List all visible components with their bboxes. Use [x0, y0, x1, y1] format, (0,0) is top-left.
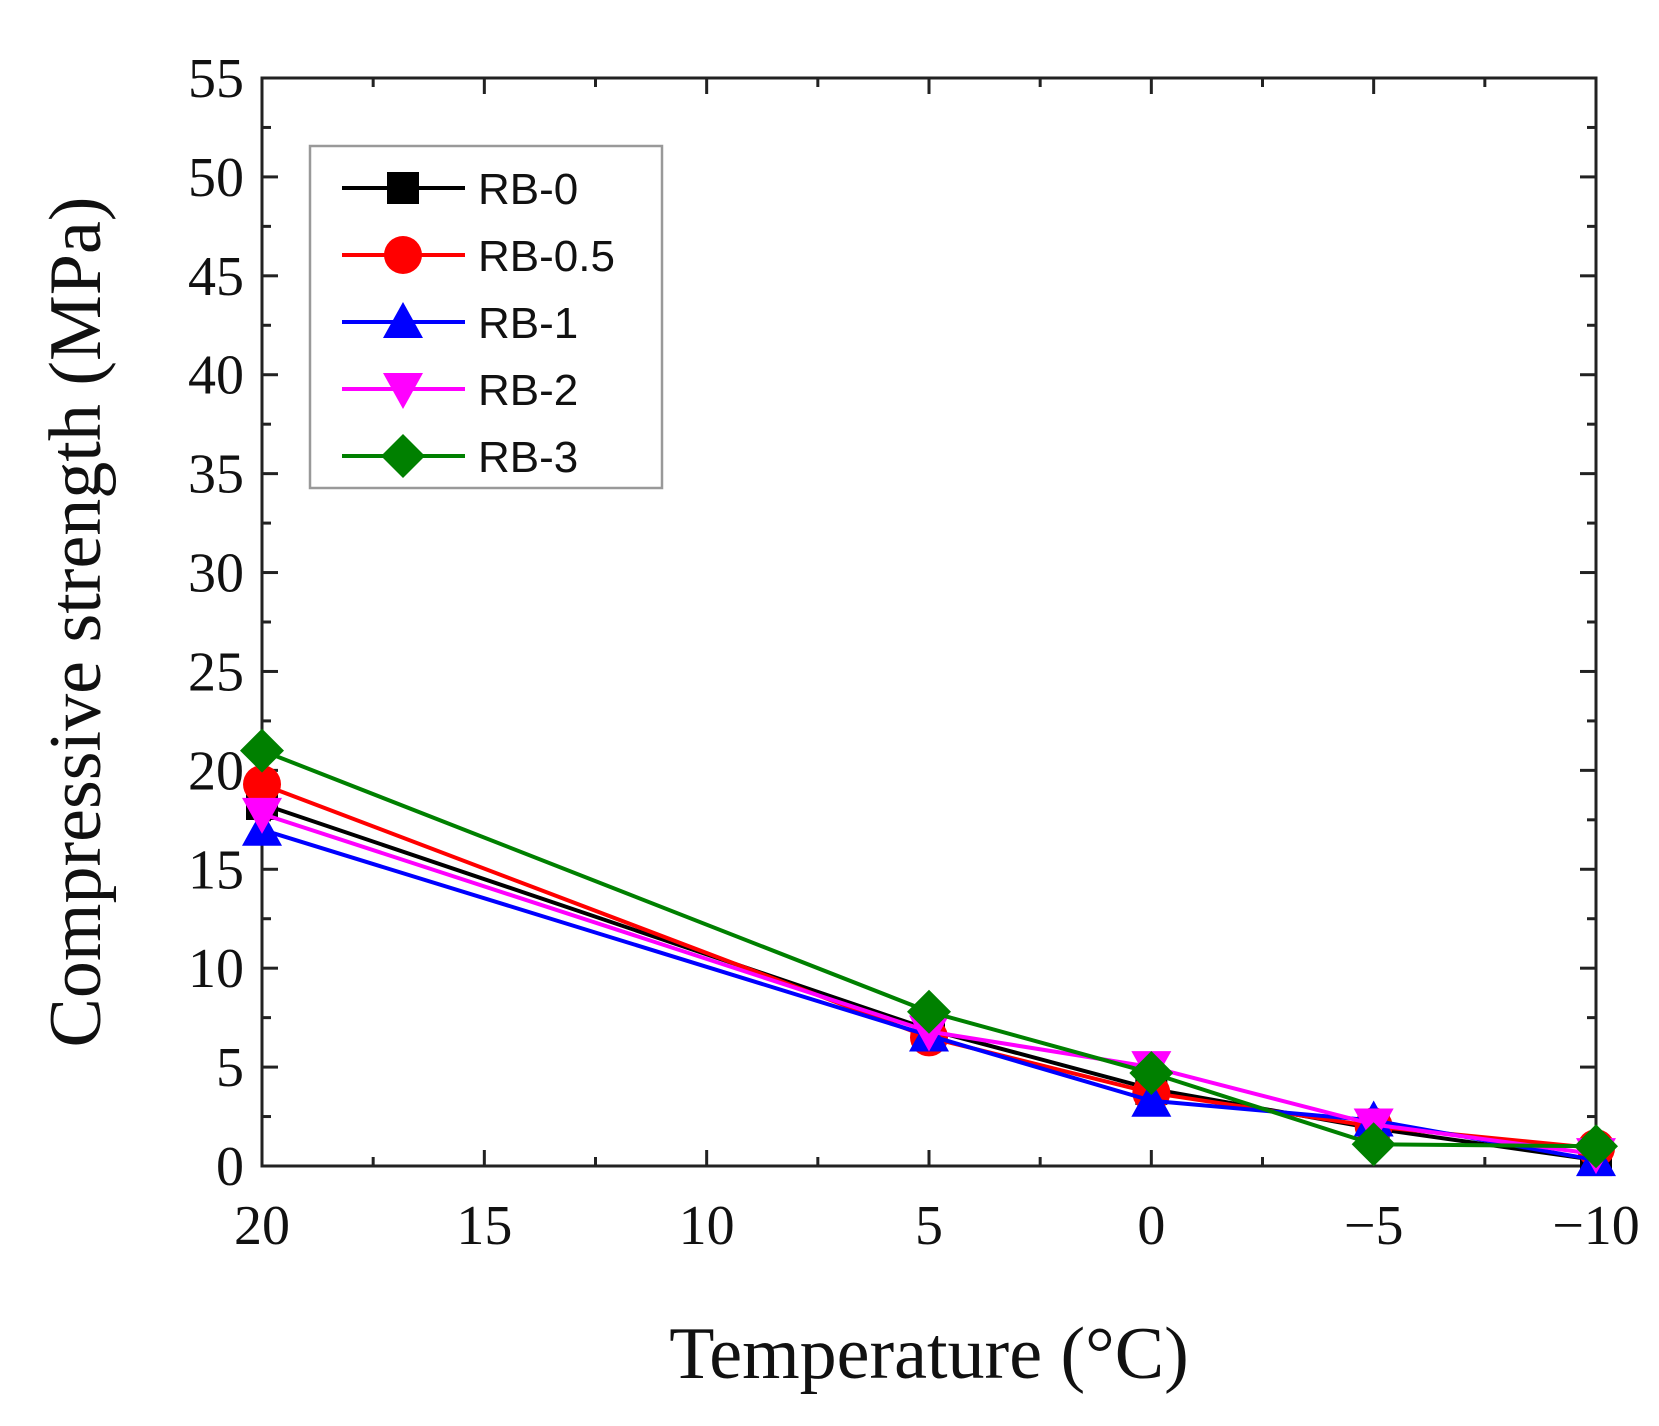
x-tick-label: −10 — [1552, 1195, 1640, 1257]
legend-item: RB-3 — [342, 433, 578, 482]
legend-label: RB-0 — [478, 165, 578, 214]
legend-box — [308, 144, 664, 490]
legend-label: RB-2 — [478, 366, 578, 415]
legend-marker — [383, 302, 423, 338]
legend-marker — [383, 373, 423, 409]
y-tick-label: 55 — [188, 48, 244, 110]
y-tick-label: 40 — [188, 345, 244, 407]
x-tick-label: 5 — [915, 1195, 943, 1257]
data-point — [243, 765, 281, 804]
legend-marker — [381, 434, 425, 478]
legend-label: RB-0.5 — [478, 232, 615, 281]
y-tick-label: 20 — [188, 740, 244, 802]
series-line — [261, 811, 1597, 1157]
data-point — [242, 797, 282, 834]
series-line — [261, 748, 1597, 1149]
x-tick-label: −5 — [1344, 1195, 1404, 1257]
data-point — [907, 989, 951, 1034]
series-group — [240, 728, 1618, 1177]
x-axis-title: Temperature (°C) — [669, 1313, 1189, 1395]
y-tick-label: 5 — [216, 1037, 244, 1099]
series-line — [261, 802, 1597, 1163]
legend-label: RB-3 — [478, 433, 578, 482]
y-tick-label: 30 — [188, 543, 244, 605]
data-point — [240, 728, 284, 773]
x-tick-label: 10 — [679, 1195, 735, 1257]
series-line — [261, 782, 1597, 1151]
series-rb-3 — [240, 728, 1618, 1169]
legend-item: RB-2 — [342, 366, 578, 415]
legend-item: RB-0 — [342, 165, 578, 214]
y-tick-label: 35 — [188, 444, 244, 506]
legend-marker — [384, 236, 422, 274]
x-tick-label: 15 — [456, 1195, 512, 1257]
y-tick-label: 0 — [216, 1136, 244, 1198]
data-point — [1574, 1124, 1618, 1169]
legend-marker — [387, 172, 419, 204]
x-tick-label: 20 — [234, 1195, 290, 1257]
legend-label: RB-1 — [478, 299, 578, 348]
y-tick-label: 10 — [188, 938, 244, 1000]
legend-item: RB-1 — [342, 299, 578, 348]
x-tick-label: 0 — [1137, 1195, 1165, 1257]
data-point — [1129, 1051, 1174, 1096]
y-tick-label: 15 — [188, 839, 244, 901]
y-tick-label: 45 — [188, 246, 244, 308]
y-tick-label: 25 — [188, 641, 244, 703]
legend-item: RB-0.5 — [342, 232, 615, 281]
legend: RB-0 RB-0.5 RB-1 RB-2 RB-3 — [308, 144, 664, 490]
data-point — [1351, 1122, 1396, 1167]
y-axis-title: Compressive strength (MPa) — [35, 197, 117, 1048]
data-point — [1131, 1080, 1172, 1117]
y-tick-label: 50 — [188, 147, 244, 209]
series-rb-0 — [246, 787, 1612, 1177]
